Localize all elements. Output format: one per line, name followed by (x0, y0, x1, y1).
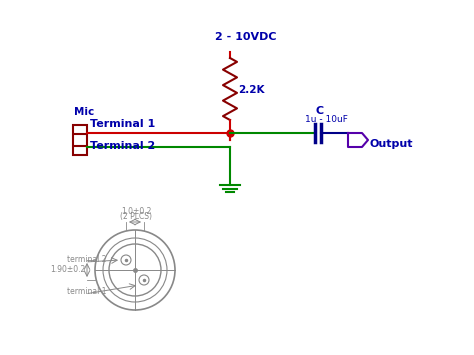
Text: (2 PLCS): (2 PLCS) (120, 212, 152, 221)
Text: 1u - 10uF: 1u - 10uF (305, 115, 348, 124)
Text: Terminal 1: Terminal 1 (90, 119, 155, 129)
Text: terminal 2: terminal 2 (67, 255, 107, 264)
Text: 1.90±0.2: 1.90±0.2 (50, 265, 85, 274)
Text: 2.2K: 2.2K (238, 85, 264, 95)
Bar (73, 125, 87, 155)
Text: Output: Output (370, 139, 413, 149)
Text: Mic: Mic (74, 107, 94, 117)
Text: 2 - 10VDC: 2 - 10VDC (215, 32, 276, 42)
Text: terminal 1: terminal 1 (67, 287, 107, 296)
Text: 1.0±0.2: 1.0±0.2 (121, 207, 151, 216)
Text: Terminal 2: Terminal 2 (90, 141, 155, 151)
Text: C: C (316, 106, 324, 116)
